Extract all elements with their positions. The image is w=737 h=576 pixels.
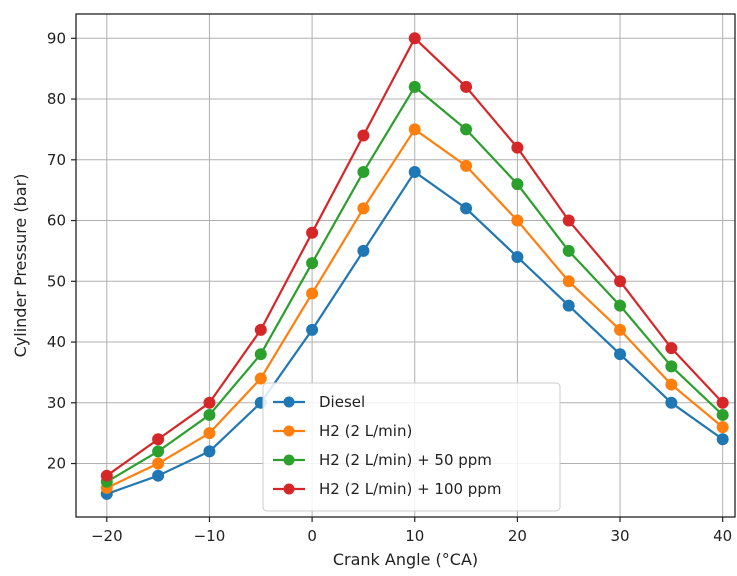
- data-point: [152, 433, 165, 446]
- data-point: [614, 299, 627, 312]
- data-point: [562, 299, 575, 312]
- data-point: [460, 80, 473, 93]
- y-tick-label: 40: [47, 333, 66, 351]
- data-point: [511, 178, 524, 191]
- x-tick-label: 10: [405, 527, 424, 545]
- legend-label: Diesel: [319, 393, 365, 411]
- legend-marker: [283, 483, 295, 495]
- data-point: [614, 323, 627, 336]
- data-point: [254, 348, 267, 361]
- data-point: [460, 123, 473, 136]
- data-point: [203, 427, 216, 440]
- y-tick-label: 20: [47, 455, 66, 473]
- data-point: [716, 396, 729, 409]
- data-point: [357, 165, 370, 178]
- x-axis-label: Crank Angle (°CA): [333, 550, 478, 569]
- data-point: [408, 80, 421, 93]
- legend-marker: [283, 425, 295, 437]
- x-tick-label: 0: [307, 527, 317, 545]
- legend-marker: [283, 396, 295, 408]
- data-point: [152, 445, 165, 458]
- data-point: [408, 165, 421, 178]
- data-point: [716, 421, 729, 434]
- series-group: [100, 80, 729, 488]
- x-tick-label: 30: [610, 527, 629, 545]
- data-point: [408, 32, 421, 45]
- legend-label: H2 (2 L/min) + 100 ppm: [319, 480, 501, 498]
- data-point: [716, 408, 729, 421]
- y-tick-label: 80: [47, 90, 66, 108]
- legend-entry: Diesel: [273, 393, 365, 411]
- legend-entry: H2 (2 L/min) + 100 ppm: [273, 480, 501, 498]
- data-point: [357, 129, 370, 142]
- data-point: [460, 202, 473, 215]
- data-point: [665, 342, 678, 355]
- y-tick-label: 70: [47, 151, 66, 169]
- y-tick-label: 60: [47, 212, 66, 230]
- data-point: [203, 445, 216, 458]
- x-tick-label: 40: [713, 527, 732, 545]
- axes: −20 −10 0 10 20 30 40 20 30 40 50 60 70 80 90: [47, 13, 736, 545]
- data-point: [716, 433, 729, 446]
- data-point: [254, 372, 267, 385]
- data-point: [614, 348, 627, 361]
- legend-label: H2 (2 L/min): [319, 422, 412, 440]
- x-tick-label: −10: [194, 527, 226, 545]
- y-axis-label: Cylinder Pressure (bar): [11, 174, 30, 358]
- data-point: [100, 469, 113, 482]
- data-point: [152, 469, 165, 482]
- legend-box: [262, 382, 561, 512]
- legend-marker: [283, 454, 295, 466]
- data-point: [665, 396, 678, 409]
- data-point: [460, 159, 473, 172]
- x-tick-label: 20: [508, 527, 527, 545]
- series-group: [100, 123, 729, 494]
- series-lines: [100, 32, 729, 500]
- legend-entry: H2 (2 L/min): [273, 422, 412, 440]
- series-group: [100, 165, 729, 500]
- data-point: [203, 396, 216, 409]
- data-point: [152, 457, 165, 470]
- data-point: [306, 287, 319, 300]
- grid-lines: [76, 14, 735, 517]
- data-point: [408, 123, 421, 136]
- data-point: [511, 141, 524, 154]
- data-point: [562, 275, 575, 288]
- data-point: [665, 378, 678, 391]
- y-tick-label: 50: [47, 272, 66, 290]
- data-point: [357, 202, 370, 215]
- data-point: [511, 214, 524, 227]
- data-point: [357, 244, 370, 257]
- data-point: [306, 226, 319, 239]
- plot-frame: [75, 13, 736, 518]
- data-point: [562, 214, 575, 227]
- data-point: [254, 323, 267, 336]
- legend-entry: H2 (2 L/min) + 50 ppm: [273, 451, 492, 469]
- y-tick-label: 90: [47, 29, 66, 47]
- data-point: [306, 323, 319, 336]
- data-point: [665, 360, 678, 373]
- y-tick-label: 30: [47, 394, 66, 412]
- legend: Diesel H2 (2 L/min) H2 (2 L/min) + 50 ppm H…: [262, 382, 561, 512]
- series-group: [100, 32, 729, 482]
- data-point: [306, 257, 319, 270]
- data-point: [562, 244, 575, 257]
- data-point: [511, 250, 524, 263]
- data-point: [614, 275, 627, 288]
- x-tick-label: −20: [91, 527, 123, 545]
- data-point: [203, 408, 216, 421]
- legend-label: H2 (2 L/min) + 50 ppm: [319, 451, 492, 469]
